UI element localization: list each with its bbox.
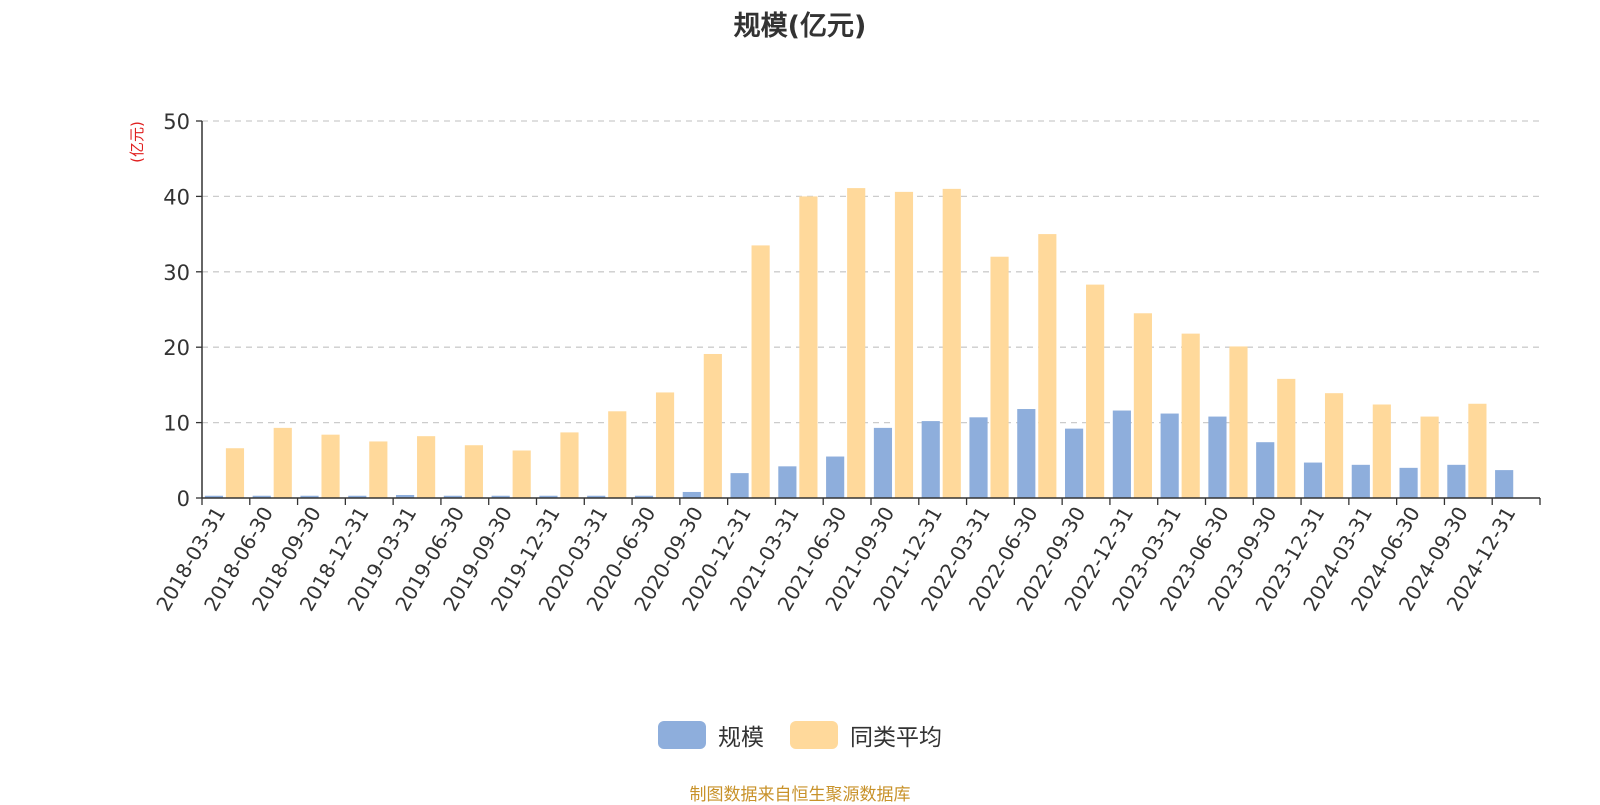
bar-scale [1256, 442, 1275, 498]
bar-scale [587, 495, 606, 498]
chart-title: 规模(亿元) [733, 11, 867, 42]
bar-peer-average [751, 245, 770, 498]
legend-label-peer-average: 同类平均 [850, 725, 942, 751]
bar-peer-average [417, 436, 436, 498]
bar-peer-average [512, 450, 531, 498]
bar-scale [252, 495, 271, 498]
bar-peer-average [464, 445, 483, 498]
bar-peer-average [990, 256, 1009, 498]
bar-peer-average [560, 432, 579, 498]
bar-scale [204, 495, 224, 498]
bar-scale [1017, 409, 1036, 498]
bar-scale [921, 421, 940, 498]
legend-item-peer-average[interactable]: 同类平均 [790, 718, 942, 752]
bar-scale [730, 473, 749, 498]
bar-peer-average [1229, 346, 1248, 498]
bar-scale [491, 495, 510, 498]
bar-peer-average [655, 392, 675, 498]
bar-peer-average [1372, 404, 1391, 498]
bar-peer-average [1038, 234, 1057, 498]
bar-scale [348, 495, 367, 498]
bar-scale [1160, 413, 1179, 498]
axes: 010203040502018-03-312018-06-302018-09-3… [151, 110, 1541, 615]
bar-scale [1495, 470, 1514, 498]
bar-scale [1351, 464, 1370, 498]
y-tick-label: 0 [177, 487, 190, 511]
bar-scale [873, 427, 893, 498]
bars [204, 188, 1514, 499]
y-axis-label: (亿元) [128, 121, 146, 163]
y-tick-label: 40 [163, 185, 190, 209]
bar-scale [1112, 410, 1131, 498]
bar-scale [1065, 428, 1084, 498]
bar-peer-average [1324, 393, 1344, 498]
y-tick-label: 50 [163, 110, 190, 134]
bar-peer-average [321, 434, 340, 498]
y-tick-label: 30 [163, 261, 190, 285]
bar-scale [1303, 462, 1323, 498]
source-note: 制图数据来自恒生聚源数据库 [689, 785, 911, 805]
bar-peer-average [1277, 378, 1296, 498]
bar-peer-average [703, 353, 722, 498]
bar-scale [969, 417, 988, 498]
bar-peer-average [799, 196, 818, 498]
bar-scale [539, 495, 558, 498]
bar-peer-average [847, 188, 866, 498]
legend: 规模 同类平均 [0, 718, 1600, 752]
bar-scale [1208, 416, 1227, 498]
bar-peer-average [1086, 284, 1105, 498]
bar-peer-average [608, 411, 627, 498]
bar-peer-average [225, 448, 245, 498]
legend-item-scale[interactable]: 规模 [658, 718, 764, 752]
bar-peer-average [942, 188, 961, 499]
bar-scale [396, 494, 415, 498]
bar-scale [300, 495, 319, 498]
bar-scale [778, 466, 797, 498]
bar-scale [1399, 467, 1418, 498]
bar-peer-average [273, 427, 292, 498]
legend-swatch-peer-average [790, 721, 838, 749]
bar-scale [826, 456, 845, 498]
bar-scale [443, 495, 462, 498]
bar-peer-average [1181, 333, 1200, 498]
bar-peer-average [1133, 313, 1152, 498]
bar-peer-average [1420, 416, 1439, 498]
bar-scale [1447, 464, 1466, 498]
bar-scale [634, 495, 654, 498]
legend-swatch-scale [658, 721, 706, 749]
bar-scale [682, 491, 701, 498]
y-tick-label: 20 [163, 336, 190, 360]
bar-peer-average [1468, 403, 1487, 498]
bar-peer-average [369, 441, 388, 498]
grid-lines [202, 120, 1540, 424]
bar-peer-average [894, 191, 914, 498]
y-tick-label: 10 [163, 412, 190, 436]
legend-label-scale: 规模 [718, 725, 764, 751]
